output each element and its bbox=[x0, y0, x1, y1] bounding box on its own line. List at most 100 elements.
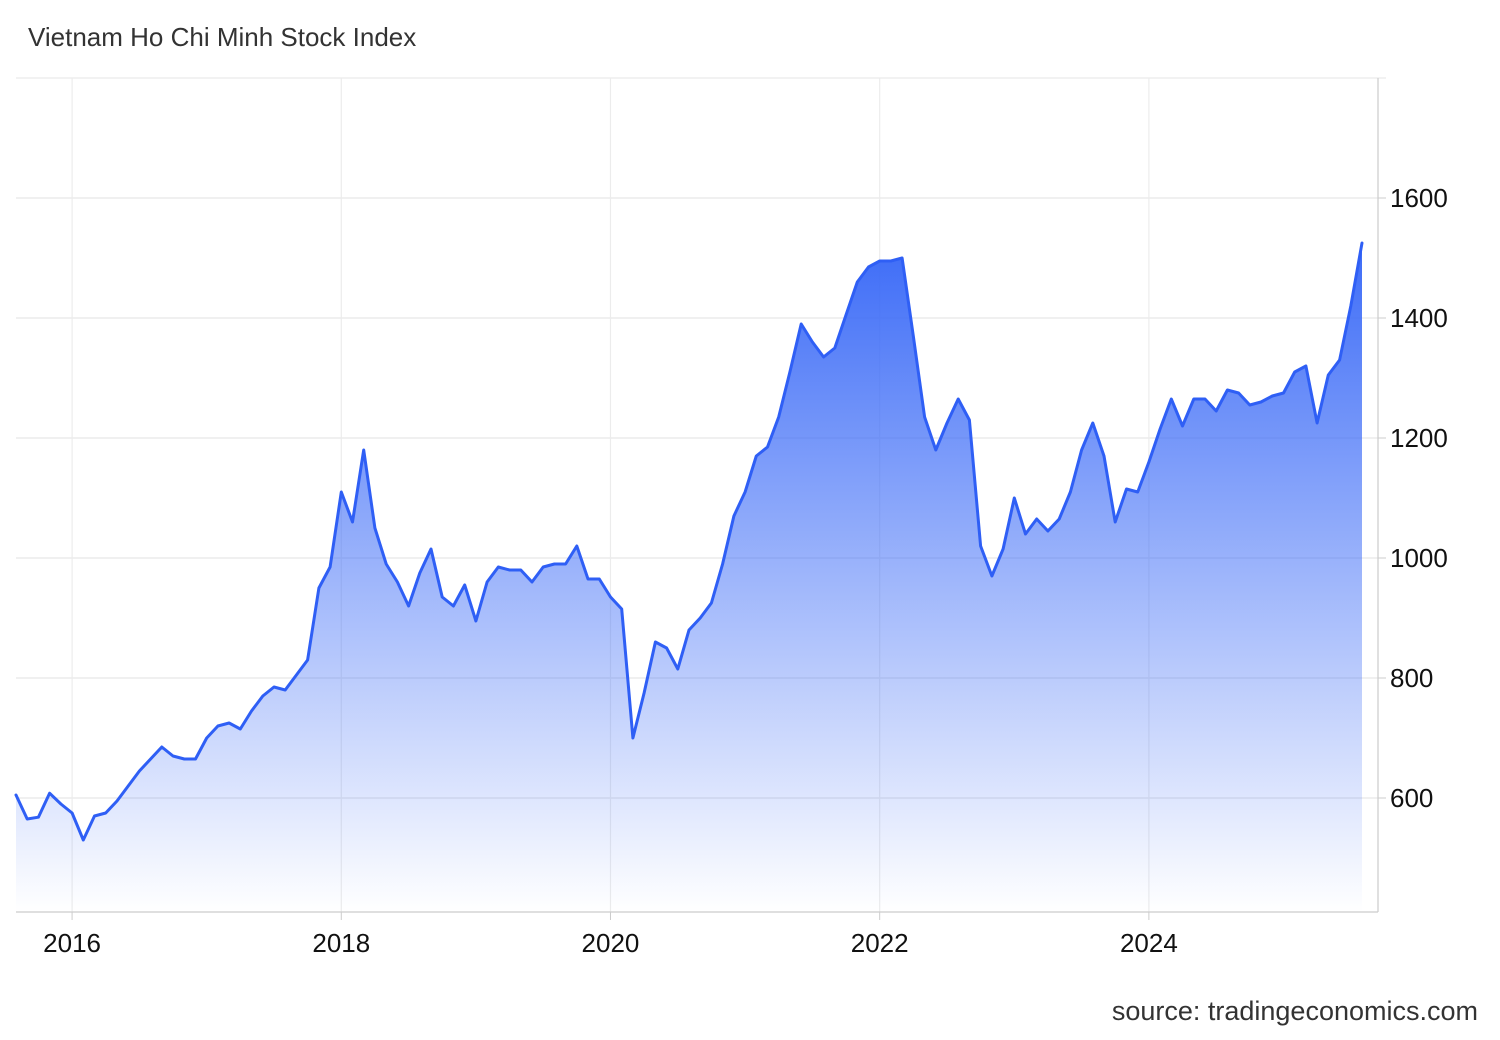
data-point-2024-05 bbox=[1193, 398, 1195, 400]
data-point-2016-02 bbox=[82, 839, 85, 841]
data-point-2020-05 bbox=[654, 641, 657, 643]
data-point-2015-11 bbox=[48, 792, 51, 794]
data-point-2022-05 bbox=[923, 416, 926, 418]
y-tick-label-1400: 1400 bbox=[1390, 303, 1448, 333]
data-point-2021-06 bbox=[800, 323, 802, 325]
data-point-2017-07 bbox=[273, 686, 275, 688]
data-point-2024-04 bbox=[1181, 425, 1184, 427]
y-tick-label-800: 800 bbox=[1390, 663, 1433, 693]
data-point-2018-07 bbox=[407, 605, 410, 607]
data-point-2020-03 bbox=[632, 737, 634, 739]
data-point-2019-09 bbox=[564, 563, 567, 565]
data-point-2017-03 bbox=[228, 722, 230, 724]
plot-area bbox=[14, 241, 1364, 912]
data-point-2022-02 bbox=[890, 260, 892, 262]
data-point-2022-06 bbox=[935, 449, 937, 451]
data-point-2017-01 bbox=[205, 737, 208, 739]
data-point-2020-11 bbox=[721, 563, 724, 565]
data-point-2016-04 bbox=[104, 812, 107, 814]
data-point-2025-07 bbox=[1350, 305, 1352, 307]
x-tick-label-2016: 2016 bbox=[43, 928, 101, 958]
data-point-2022-08 bbox=[957, 398, 959, 400]
data-point-2022-12 bbox=[1002, 548, 1004, 550]
data-point-2015-09 bbox=[26, 818, 29, 820]
data-point-2025-05 bbox=[1327, 374, 1330, 376]
data-point-2019-12 bbox=[598, 578, 601, 580]
data-point-2023-01 bbox=[1013, 497, 1016, 499]
data-point-2017-08 bbox=[284, 689, 287, 691]
data-point-2017-05 bbox=[250, 710, 253, 712]
data-point-2024-03 bbox=[1170, 398, 1173, 400]
data-point-2022-11 bbox=[991, 575, 993, 577]
data-point-2016-11 bbox=[183, 758, 186, 760]
data-point-2025-02 bbox=[1293, 371, 1296, 373]
x-tick-label-2022: 2022 bbox=[851, 928, 909, 958]
data-point-2019-10 bbox=[576, 545, 578, 547]
data-point-2017-09 bbox=[295, 674, 298, 676]
data-point-2021-09 bbox=[834, 347, 836, 349]
x-tick-label-2024: 2024 bbox=[1120, 928, 1178, 958]
data-point-2020-12 bbox=[733, 515, 735, 517]
data-point-2018-03 bbox=[362, 449, 365, 451]
data-point-2018-12 bbox=[463, 584, 466, 586]
data-point-2016-10 bbox=[172, 755, 174, 757]
series-area bbox=[16, 243, 1362, 912]
data-point-2021-11 bbox=[856, 281, 859, 283]
data-point-2017-06 bbox=[262, 695, 264, 697]
data-point-2022-04 bbox=[912, 335, 915, 337]
data-point-2018-10 bbox=[441, 596, 444, 598]
data-point-2015-08 bbox=[15, 794, 17, 796]
data-point-2020-06 bbox=[665, 647, 668, 649]
data-point-2017-12 bbox=[329, 566, 331, 568]
data-point-2024-01 bbox=[1148, 461, 1150, 463]
data-point-2021-04 bbox=[777, 416, 780, 418]
data-point-2021-07 bbox=[811, 341, 814, 343]
y-tick-label-600: 600 bbox=[1390, 783, 1433, 813]
source-label[interactable]: source: tradingeconomics.com bbox=[1111, 996, 1478, 1026]
data-point-2018-09 bbox=[430, 548, 432, 550]
data-point-2024-09 bbox=[1237, 392, 1240, 394]
data-point-2025-04 bbox=[1316, 422, 1318, 424]
data-point-2016-01 bbox=[71, 812, 73, 814]
data-point-2023-12 bbox=[1136, 491, 1139, 493]
chart-title: Vietnam Ho Chi Minh Stock Index bbox=[28, 22, 417, 52]
data-point-2023-08 bbox=[1092, 422, 1094, 424]
data-point-2019-06 bbox=[531, 581, 533, 583]
data-point-2021-12 bbox=[867, 266, 870, 268]
data-point-2019-03 bbox=[497, 566, 500, 568]
data-point-2023-03 bbox=[1035, 518, 1038, 520]
data-point-2024-02 bbox=[1159, 428, 1161, 430]
data-point-2024-11 bbox=[1260, 401, 1262, 403]
data-point-2015-10 bbox=[37, 816, 40, 818]
data-point-2018-06 bbox=[396, 581, 399, 583]
x-tick-label-2020: 2020 bbox=[582, 928, 640, 958]
data-point-2017-02 bbox=[217, 725, 219, 727]
data-point-2023-11 bbox=[1125, 488, 1128, 490]
data-point-2020-10 bbox=[710, 602, 713, 604]
data-point-2022-07 bbox=[946, 422, 948, 424]
data-point-2019-05 bbox=[520, 569, 522, 571]
data-point-2024-06 bbox=[1204, 398, 1206, 400]
data-point-2021-02 bbox=[755, 455, 758, 457]
x-tick-label-2018: 2018 bbox=[312, 928, 370, 958]
data-point-2020-08 bbox=[688, 629, 690, 631]
data-point-2019-02 bbox=[486, 581, 488, 583]
data-point-2025-01 bbox=[1282, 392, 1285, 394]
data-point-2018-04 bbox=[374, 527, 376, 529]
data-point-2022-10 bbox=[979, 545, 982, 547]
y-tick-label-1200: 1200 bbox=[1390, 423, 1448, 453]
data-point-2024-10 bbox=[1249, 404, 1251, 406]
data-point-2025-08 bbox=[1361, 242, 1363, 244]
axes: 600 800 1000 1200 1400 1600 2016 2018 2020 2022 20… bbox=[16, 78, 1448, 958]
data-point-2018-11 bbox=[452, 605, 455, 607]
data-point-2021-03 bbox=[766, 446, 769, 448]
data-point-2019-01 bbox=[475, 620, 477, 622]
data-point-2018-08 bbox=[419, 572, 421, 574]
data-point-2017-04 bbox=[239, 728, 242, 730]
data-point-2019-11 bbox=[587, 578, 589, 580]
data-point-2024-08 bbox=[1226, 389, 1229, 391]
data-point-2025-06 bbox=[1338, 359, 1341, 361]
data-point-2017-10 bbox=[306, 659, 309, 661]
y-tick-label-1600: 1600 bbox=[1390, 183, 1448, 213]
